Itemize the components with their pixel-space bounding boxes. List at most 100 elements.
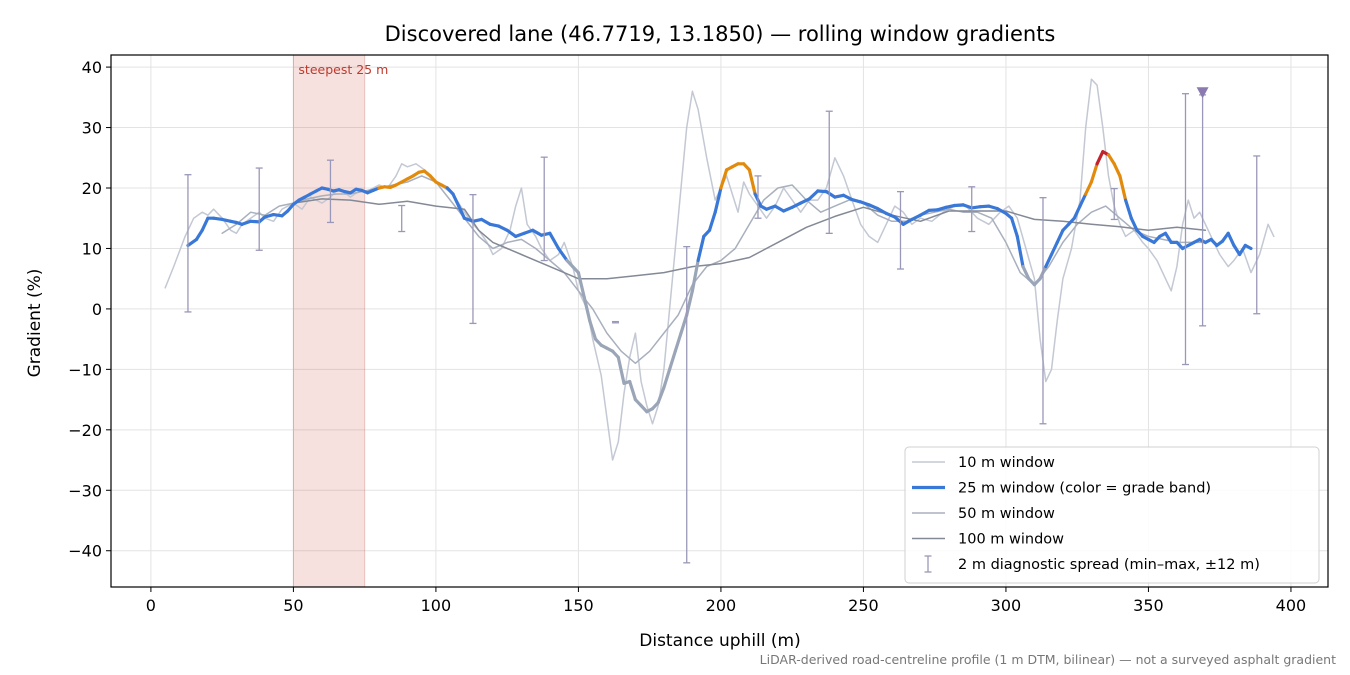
plot-frame <box>110 54 1329 588</box>
series-25m-segment <box>451 192 461 208</box>
series-25m-segment <box>995 207 1008 215</box>
series-25m-segment <box>1021 265 1031 281</box>
series-25m-segment <box>576 271 586 299</box>
series-25m-segment <box>1232 243 1242 257</box>
series-25m-segment <box>479 217 492 226</box>
series-25m-segment <box>1237 243 1247 257</box>
series-25m-segment <box>1095 150 1105 166</box>
legend-item: 25 m window (color = grade band) <box>912 481 1211 497</box>
spread-errorbars <box>184 87 1261 564</box>
series-25m-segment <box>747 168 757 196</box>
legend: 10 m window 25 m window (color = grade ba… <box>904 446 1320 584</box>
series-25m-segment <box>1118 174 1128 202</box>
series-25m-segment <box>1226 231 1236 247</box>
spread-errorbar <box>1039 197 1047 425</box>
y-tick-label: 10 <box>82 239 102 258</box>
y-tick-label: 0 <box>92 300 102 319</box>
spread-errorbar <box>683 245 691 564</box>
spread-errorbar <box>540 156 548 262</box>
series-25m-segment <box>588 319 598 341</box>
series-25m-segment <box>1044 252 1054 269</box>
spread-errorbar <box>896 190 904 270</box>
y-tick-label: −10 <box>68 360 102 379</box>
series-25m-segment <box>1009 216 1019 238</box>
series-25m-segment <box>707 210 717 232</box>
highlight-label: steepest 25 m <box>298 62 388 77</box>
y-tick-label: −20 <box>68 421 102 440</box>
series-25m-segment <box>457 204 466 220</box>
y-axis-ticks: −40 −30 −20 −10 0 10 20 30 40 <box>68 58 111 561</box>
series-25m-segment <box>556 246 569 263</box>
spread-errorbar <box>255 167 263 251</box>
legend-label: 10 m window <box>958 455 1055 471</box>
series-25m-segment <box>548 231 561 251</box>
spread-errorbar <box>825 110 833 234</box>
steepest-highlight: steepest 25 m <box>292 54 388 588</box>
series-100m-line <box>292 198 1207 280</box>
spread-errorbar <box>184 174 192 313</box>
series-25m-segment <box>679 313 689 335</box>
series-25m-segment <box>1078 192 1088 208</box>
series-25m-segment <box>1084 180 1094 196</box>
x-tick-label: 50 <box>283 596 303 615</box>
series-25m-segment <box>1123 198 1133 220</box>
legend-label: 2 m diagnostic spread (min–max, ±12 m) <box>958 557 1260 573</box>
series-25m-segment <box>1049 240 1059 257</box>
spread-errorbar <box>1199 94 1207 327</box>
series-25m-segment <box>807 189 820 201</box>
legend-label: 50 m window <box>958 506 1055 522</box>
spread-errorbar <box>1253 155 1261 315</box>
legend-item: 100 m window <box>912 532 1064 548</box>
spread-errorbar <box>1181 93 1189 366</box>
spread-errorbar <box>398 204 406 233</box>
spread-errorbar <box>326 159 334 224</box>
series-25m-segment <box>505 228 518 238</box>
spread-errorbar <box>611 320 619 324</box>
series-25m-segment <box>685 289 695 317</box>
x-tick-label: 250 <box>848 596 879 615</box>
highlight-band <box>292 54 366 588</box>
series-25m-segment <box>690 258 700 293</box>
peak-marker <box>1196 87 1209 99</box>
series-25m-segment <box>628 379 638 402</box>
series-25m-segment <box>713 186 723 214</box>
legend-item: 50 m window <box>912 506 1055 522</box>
y-axis-label: Gradient (%) <box>25 269 45 378</box>
series-25m-segment <box>1055 228 1065 244</box>
series-25m-segment <box>1129 216 1139 232</box>
series-25m-segment <box>876 207 888 215</box>
series-lines <box>164 78 1275 461</box>
series-25m-segment <box>656 385 666 405</box>
series-25m-segment <box>719 168 729 190</box>
series-25m-segment <box>824 190 837 199</box>
spread-errorbar <box>754 175 762 219</box>
x-axis-label: Distance uphill (m) <box>639 631 800 651</box>
series-25m-segment <box>200 216 210 232</box>
legend-item: 2 m diagnostic spread (min–max, ±12 m) <box>924 555 1260 573</box>
series-25m-segment <box>673 331 683 353</box>
series-25m-segment <box>696 234 706 263</box>
series-25m-segment <box>893 215 905 226</box>
series-25m-segment <box>1112 162 1122 178</box>
grid <box>111 55 1328 587</box>
x-tick-label: 150 <box>563 596 594 615</box>
series-25m-segment <box>1243 243 1253 251</box>
series-25m-segment <box>1089 162 1099 184</box>
chart-title: Discovered lane (46.7719, 13.1850) — rol… <box>385 22 1056 46</box>
series-25m-segment <box>194 228 204 241</box>
legend-label: 100 m window <box>958 532 1064 548</box>
series-25m-segment <box>1015 234 1025 269</box>
series-25m-segment <box>186 237 199 247</box>
series-25m-segment <box>662 367 672 390</box>
x-tick-label: 400 <box>1276 596 1307 615</box>
series-50m-line <box>221 175 1207 365</box>
series-25m-segment <box>773 204 786 213</box>
series-25m-segment <box>531 228 544 237</box>
series-25m-segment <box>1106 153 1116 166</box>
series-25m-segment <box>1072 204 1082 220</box>
series-25m-segment <box>667 349 677 371</box>
x-tick-label: 200 <box>706 596 737 615</box>
legend-item: 10 m window <box>912 455 1055 471</box>
legend-label: 25 m window (color = grade band) <box>958 481 1211 497</box>
